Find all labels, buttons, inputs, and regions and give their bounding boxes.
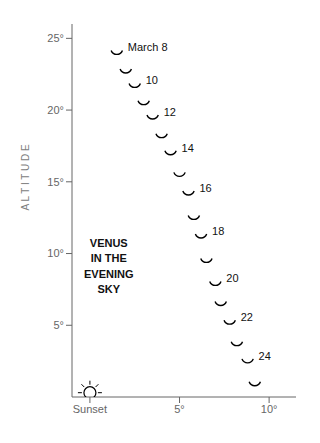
svg-text:5°: 5°	[53, 319, 64, 331]
svg-text:10°: 10°	[47, 247, 64, 259]
svg-text:18: 18	[212, 225, 224, 237]
svg-text:22: 22	[241, 311, 253, 323]
svg-text:15°: 15°	[47, 176, 64, 188]
svg-text:12: 12	[164, 106, 176, 118]
html-text:VENUS IN THE EVENING SKY: VENUS IN THE EVENING SKY	[84, 237, 134, 296]
svg-text:A L T I T U D E: A L T I T U D E	[20, 144, 31, 210]
svg-text:5°: 5°	[174, 403, 185, 415]
svg-text:10: 10	[146, 74, 158, 86]
svg-text:16: 16	[199, 182, 211, 194]
svg-text:March 8: March 8	[128, 41, 168, 53]
svg-text:20: 20	[226, 272, 238, 284]
svg-text:10°: 10°	[261, 403, 278, 415]
svg-text:Sunset: Sunset	[73, 403, 107, 415]
svg-text:14: 14	[182, 142, 194, 154]
svg-text:24: 24	[259, 350, 271, 362]
svg-text:25°: 25°	[47, 32, 64, 44]
svg-text:20°: 20°	[47, 104, 64, 116]
